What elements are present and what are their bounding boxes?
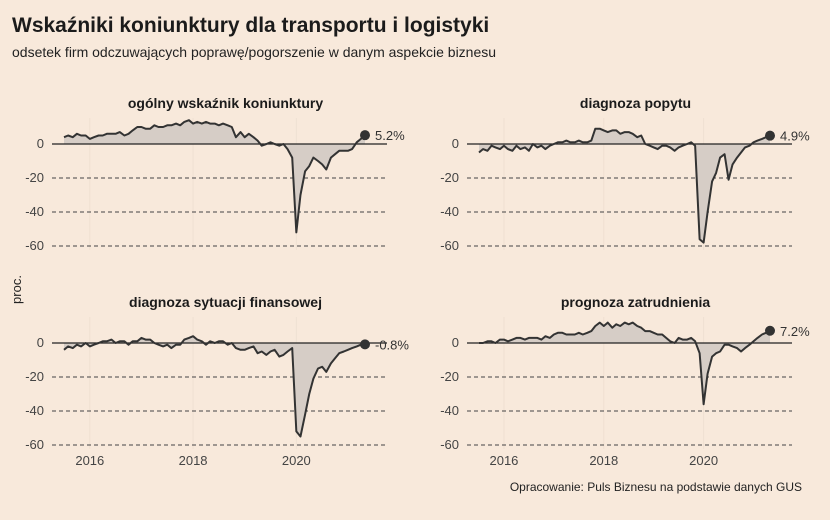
chart-title: Wskaźniki koniunktury dla transportu i l… bbox=[12, 14, 490, 37]
x-tick-label: 2016 bbox=[75, 453, 104, 468]
y-tick-label: -40 bbox=[25, 204, 44, 219]
panel-4: prognoza zatrudnienia 0 -20 -40 -60 7.2% 2016 2… bbox=[440, 294, 810, 468]
panel-3: diagnoza sytuacji finansowej 0 -20 -40 -60 -0… bbox=[25, 294, 409, 468]
panel-title: prognoza zatrudnienia bbox=[561, 294, 711, 310]
series-line bbox=[63, 335, 366, 438]
y-tick-label: -20 bbox=[440, 170, 459, 185]
y-tick-label: 0 bbox=[452, 335, 459, 350]
series-area bbox=[479, 128, 770, 243]
chart-subtitle: odsetek firm odczuwających poprawę/pogor… bbox=[12, 44, 497, 60]
end-value-label: -0.8% bbox=[375, 337, 409, 352]
panel-title: ogólny wskaźnik koniunktury bbox=[128, 95, 323, 111]
x-tick-label: 2016 bbox=[489, 453, 518, 468]
y-tick-label: -60 bbox=[440, 437, 459, 452]
source-caption: Opracowanie: Puls Biznesu na podstawie d… bbox=[509, 480, 802, 494]
y-tick-label: 0 bbox=[37, 136, 44, 151]
y-tick-label: -20 bbox=[25, 170, 44, 185]
series-line bbox=[478, 127, 771, 244]
x-tick-label: 2018 bbox=[589, 453, 618, 468]
y-tick-label: 0 bbox=[452, 136, 459, 151]
y-tick-label: -40 bbox=[25, 403, 44, 418]
x-tick-label: 2020 bbox=[689, 453, 718, 468]
series-area bbox=[64, 336, 365, 437]
panel-2: diagnoza popytu 0 -20 -40 -60 4.9% bbox=[440, 95, 810, 253]
panel-title: diagnoza popytu bbox=[580, 95, 691, 111]
series-line bbox=[479, 321, 771, 406]
end-point bbox=[765, 130, 775, 141]
end-value-label: 4.9% bbox=[780, 129, 810, 144]
series-area bbox=[479, 322, 770, 405]
panel-title: diagnoza sytuacji finansowej bbox=[129, 294, 322, 310]
series-area bbox=[64, 120, 365, 233]
y-tick-label: -60 bbox=[440, 238, 459, 253]
series-line bbox=[63, 119, 366, 234]
panel-1: ogólny wskaźnik koniunktury 0 -20 -40 -60 5.2… bbox=[25, 95, 405, 253]
x-tick-label: 2020 bbox=[282, 453, 311, 468]
y-tick-label: -60 bbox=[25, 437, 44, 452]
y-tick-label: -20 bbox=[25, 369, 44, 384]
end-value-label: 7.2% bbox=[780, 324, 810, 339]
x-tick-label: 2018 bbox=[179, 453, 208, 468]
y-tick-label: -40 bbox=[440, 204, 459, 219]
end-point bbox=[360, 130, 370, 141]
end-point bbox=[360, 339, 370, 350]
y-tick-label: 0 bbox=[37, 335, 44, 350]
y-tick-label: -20 bbox=[440, 369, 459, 384]
end-point bbox=[765, 325, 775, 336]
y-tick-label: -40 bbox=[440, 403, 459, 418]
end-value-label: 5.2% bbox=[375, 128, 405, 143]
y-tick-label: -60 bbox=[25, 238, 44, 253]
